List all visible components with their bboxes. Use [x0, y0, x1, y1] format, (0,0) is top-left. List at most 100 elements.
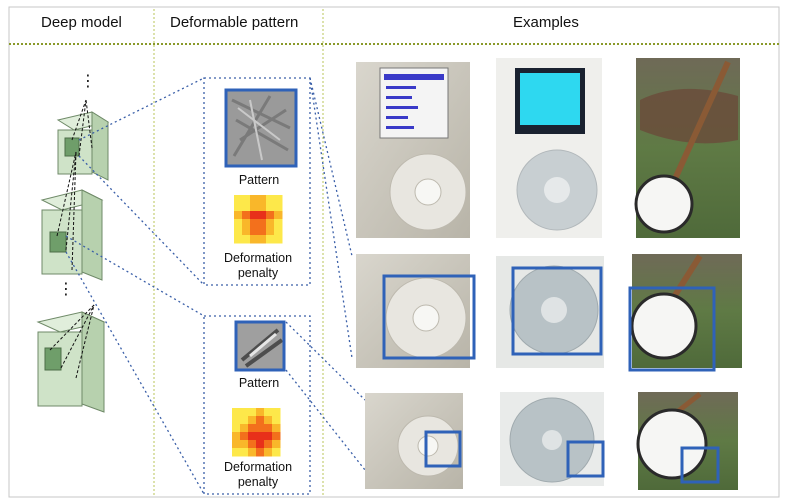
heatmap-cell: [234, 219, 243, 228]
heatmap-cell: [242, 219, 251, 228]
heatmap-cell: [256, 408, 265, 417]
heatmap-cell: [264, 440, 273, 449]
layer-middle: [40, 189, 104, 281]
heatmap-cell: [240, 408, 249, 417]
penalty-label-top-line1: Deformation: [223, 251, 293, 265]
heatmap-cell: [240, 416, 249, 425]
penalty-label-bottom-line1: Deformation: [223, 460, 293, 474]
heatmap-cell: [240, 424, 249, 433]
heatmap-cell: [242, 203, 251, 212]
pattern-block-top: [203, 77, 311, 286]
heatmap-cell: [256, 424, 265, 433]
example-r3c2: [500, 392, 605, 486]
heatmap-cell: [264, 416, 273, 425]
heatmap-cell: [242, 227, 251, 236]
heatmap-cell: [232, 424, 241, 433]
heatmap-cell: [250, 203, 259, 212]
heatmap-cell: [250, 219, 259, 228]
heatmap-cell: [264, 408, 273, 417]
heatmap-cell: [274, 219, 283, 228]
heatmap-cell: [266, 227, 275, 236]
heatmap-cell: [266, 219, 275, 228]
heatmap-cell: [264, 424, 273, 433]
layer-bottom: [36, 311, 106, 413]
heatmap-cell: [242, 195, 251, 204]
pattern-label-top: Pattern: [238, 173, 280, 187]
heatmap-cell: [274, 195, 283, 204]
pattern-block-bottom: [203, 315, 311, 495]
heatmap-cell: [256, 432, 265, 441]
heatmap-cell: [232, 448, 241, 457]
heatmap-cell: [258, 211, 267, 220]
heatmap-cell: [274, 203, 283, 212]
header-deep-model: Deep model: [41, 14, 122, 31]
pattern-connectors: [285, 77, 366, 471]
heatmap-cell: [242, 235, 251, 244]
heatmap-cell: [274, 235, 283, 244]
heatmap-cell: [258, 195, 267, 204]
heatmap-cell: [234, 235, 243, 244]
heatmap-cell: [250, 227, 259, 236]
heatmap-cell: [272, 424, 281, 433]
heatmap-cell: [248, 448, 257, 457]
example-r2c3: [628, 254, 742, 372]
heatmap-cell: [240, 440, 249, 449]
heatmap-cell: [240, 448, 249, 457]
heatmap-cell: [272, 432, 281, 441]
heatmap-cell: [232, 408, 241, 417]
heatmap-cell: [258, 235, 267, 244]
heatmap-cell: [250, 211, 259, 220]
header-examples: Examples: [513, 14, 579, 31]
heatmap-cell: [272, 448, 281, 457]
example-r3c3: [636, 392, 738, 490]
heatmap-cell: [274, 227, 283, 236]
heatmap-cell: [266, 195, 275, 204]
heatmap-cell: [266, 211, 275, 220]
heatmap-cell: [264, 448, 273, 457]
heatmap-cell: [234, 211, 243, 220]
heatmap-cell: [264, 432, 273, 441]
heatmap-cell: [248, 440, 257, 449]
pattern-label-bottom: Pattern: [238, 376, 280, 390]
heatmap-cell: [240, 432, 249, 441]
heatmap-cell: [256, 448, 265, 457]
heatmap-cell: [234, 203, 243, 212]
heatmap-cell: [242, 211, 251, 220]
ellipsis-bottom: ⋮: [58, 281, 74, 298]
heatmap-cell: [250, 235, 259, 244]
heatmap-cell: [232, 416, 241, 425]
example-r1c3: [634, 58, 740, 238]
heatmap-cell: [274, 211, 283, 220]
example-r1c2: [496, 58, 602, 238]
heatmap-cell: [232, 432, 241, 441]
heatmap-cell: [258, 219, 267, 228]
pattern-tile-bottom: [234, 320, 286, 372]
penalty-heatmap-top: [234, 195, 283, 244]
frame-border: [8, 6, 780, 498]
heatmap-cell: [272, 416, 281, 425]
header-deformable-pattern: Deformable pattern: [170, 14, 299, 31]
heatmap-cell: [272, 408, 281, 417]
heatmap-cell: [266, 203, 275, 212]
layer-top: [56, 111, 110, 181]
heatmap-cell: [248, 416, 257, 425]
pattern-tile-top: [224, 88, 298, 168]
heatmap-cell: [248, 432, 257, 441]
example-r2c2: [496, 256, 604, 368]
example-r1c1: [356, 62, 470, 238]
penalty-label-top-line2: penalty: [237, 266, 279, 280]
example-r3c1: [365, 393, 463, 489]
heatmap-cell: [258, 203, 267, 212]
layer-connectors: [65, 77, 205, 495]
heatmap-cell: [248, 408, 257, 417]
heatmap-cell: [248, 424, 257, 433]
heatmap-cell: [250, 195, 259, 204]
heatmap-cell: [266, 235, 275, 244]
heatmap-cell: [234, 195, 243, 204]
example-r2c1: [356, 254, 476, 368]
penalty-heatmap-bottom: [232, 408, 281, 457]
heatmap-cell: [232, 440, 241, 449]
heatmap-cell: [256, 440, 265, 449]
